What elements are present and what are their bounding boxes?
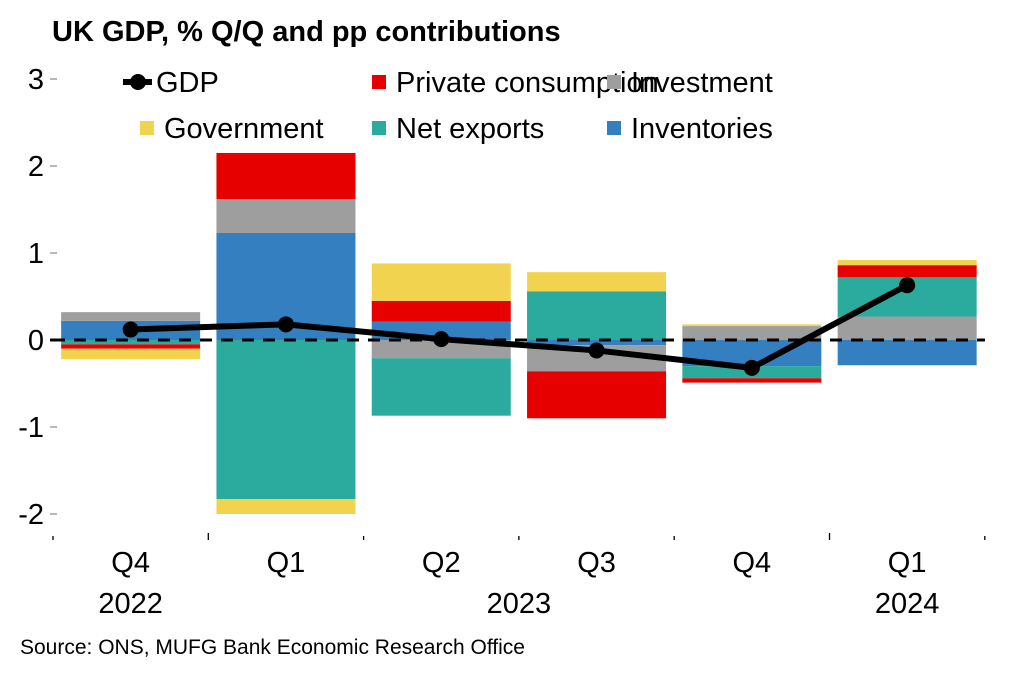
bar-net-exports-q1-2023 <box>216 340 356 500</box>
bar-investment-q1-2024 <box>837 316 977 340</box>
gdp-point <box>899 277 916 294</box>
bar-private-consumption-q4-2022 <box>61 344 201 349</box>
y-tick-label: 2 <box>28 151 44 183</box>
x-tick-label-quarter: Q4 <box>733 547 772 579</box>
legend-label: Investment <box>631 67 773 99</box>
x-tick-label-quarter: Q4 <box>111 547 150 579</box>
legend-item-inventories: Inventories <box>607 113 773 145</box>
bar-government-q4-2022 <box>61 348 201 360</box>
x-tick-label-quarter: Q1 <box>888 547 927 579</box>
bar-net-exports-q3-2023 <box>527 291 667 340</box>
bar-private-consumption-q2-2023 <box>371 300 511 322</box>
y-axis: 3 2 1 0 -1 -2 <box>18 64 57 531</box>
legend-item-net-exports: Net exports <box>372 113 544 145</box>
x-axis: Q4 Q1 Q2 Q3 Q4 Q1 2022 2023 2024 <box>52 533 986 620</box>
bar-private-consumption-q3-2023 <box>527 371 667 419</box>
x-tick-label-quarter: Q3 <box>577 547 616 579</box>
bar-government-q2-2023 <box>371 263 511 301</box>
legend-label: Net exports <box>396 113 544 145</box>
legend-marker-icon <box>130 74 146 90</box>
bar-investment-q4-2023 <box>682 326 822 340</box>
x-tick-label-quarter: Q1 <box>267 547 306 579</box>
bar-investment-q1-2023 <box>216 199 356 233</box>
bar-private-consumption-q1-2023 <box>216 152 356 200</box>
legend-swatch-icon <box>372 75 386 89</box>
gdp-line <box>130 282 909 371</box>
legend-item-investment: Investment <box>607 67 773 99</box>
legend-item-government: Government <box>140 113 324 145</box>
y-tick-label: -1 <box>18 412 44 444</box>
y-tick-label: -2 <box>18 499 44 531</box>
legend-swatch-icon <box>607 75 621 89</box>
bar-investment-q4-2022 <box>61 312 201 321</box>
y-tick-label: 0 <box>28 325 44 357</box>
bar-government-q3-2023 <box>527 272 667 292</box>
legend: GDP Private consumptionInvestmentGovernme… <box>123 67 773 145</box>
x-tick-label-quarter: Q2 <box>422 547 461 579</box>
chart-title: UK GDP, % Q/Q and pp contributions <box>52 16 561 48</box>
legend-label: Inventories <box>631 113 773 145</box>
y-tick-label: 3 <box>28 64 44 96</box>
x-tick-label-year: 2024 <box>875 588 940 620</box>
legend-swatch-icon <box>140 121 154 135</box>
bar-net-exports-q4-2022 <box>61 340 201 345</box>
x-tick-label-year: 2023 <box>487 588 552 620</box>
gdp-point <box>433 331 450 348</box>
legend-label: GDP <box>156 67 219 99</box>
source-note: Source: ONS, MUFG Bank Economic Research… <box>20 636 525 659</box>
bars-layer <box>61 152 977 514</box>
gdp-point <box>122 321 139 338</box>
legend-swatch-icon <box>372 121 386 135</box>
gdp-line-layer <box>122 277 916 376</box>
bar-government-q4-2023 <box>682 324 822 327</box>
bar-inventories-q1-2024 <box>837 340 977 366</box>
bar-private-consumption-q4-2023 <box>682 378 822 383</box>
legend-label: Government <box>164 113 324 145</box>
bar-government-q1-2024 <box>837 259 977 266</box>
legend-item-gdp: GDP <box>123 67 219 99</box>
legend-swatch-icon <box>607 121 621 135</box>
gdp-point <box>743 359 760 376</box>
bar-government-q1-2023 <box>216 499 356 514</box>
y-tick-label: 1 <box>28 238 44 270</box>
gdp-point <box>588 342 605 359</box>
bar-net-exports-q2-2023 <box>371 358 511 416</box>
x-tick-label-year: 2022 <box>98 588 163 620</box>
gdp-point <box>277 316 294 333</box>
bar-private-consumption-q1-2024 <box>837 265 977 278</box>
